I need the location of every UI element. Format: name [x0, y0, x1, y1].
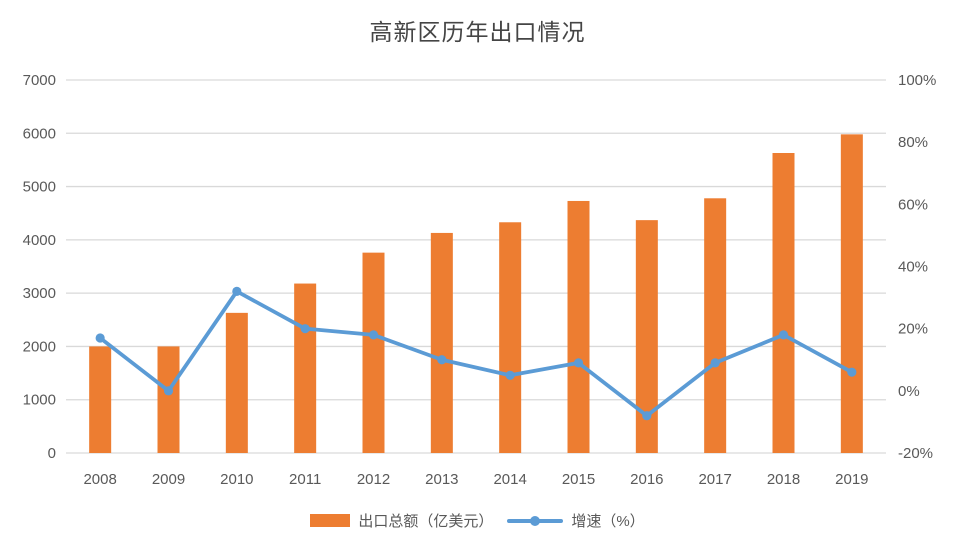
legend-item-growth-rate: 增速（%）: [507, 510, 645, 531]
growth-marker-2011: [300, 324, 310, 334]
x-axis-label-2011: 2011: [289, 471, 321, 488]
left-axis-label-7000: 7000: [23, 72, 56, 89]
x-axis-label-2018: 2018: [767, 471, 800, 488]
legend-label-export-total: 出口总额（亿美元）: [358, 513, 494, 530]
growth-marker-2013: [437, 355, 447, 365]
left-axis-label-1000: 1000: [23, 392, 56, 409]
x-axis-label-2014: 2014: [493, 471, 526, 488]
x-axis-label-2012: 2012: [357, 471, 390, 488]
right-axis-label-80%: 80%: [898, 134, 928, 151]
x-axis-label-2015: 2015: [562, 471, 595, 488]
growth-marker-2018: [778, 330, 789, 340]
right-axis-label-60%: 60%: [898, 196, 928, 213]
export-bar-2016: [635, 220, 658, 453]
left-axis-label-4000: 4000: [23, 232, 56, 249]
x-axis-label-2009: 2009: [152, 471, 185, 488]
export-bar-2017: [704, 198, 727, 453]
growth-marker-2014: [505, 370, 515, 380]
bar-series-swatch-icon: [310, 514, 351, 527]
export-bar-2018: [772, 153, 795, 453]
chart-title: 高新区历年出口情况: [369, 19, 586, 45]
x-axis-label-2010: 2010: [220, 471, 253, 488]
growth-marker-2008: [95, 333, 105, 343]
export-bar-2015: [567, 200, 590, 453]
line-swatch-marker: [530, 515, 541, 526]
growth-marker-2015: [573, 358, 584, 368]
left-axis-label-3000: 3000: [23, 285, 56, 302]
growth-marker-2017: [710, 358, 720, 368]
growth-marker-2009: [163, 386, 174, 396]
left-axis-label-2000: 2000: [23, 338, 56, 355]
export-bar-2014: [499, 222, 522, 453]
export-bar-2009: [157, 346, 180, 453]
x-axis-label-2016: 2016: [630, 471, 663, 488]
right-axis-label-40%: 40%: [898, 259, 928, 276]
growth-marker-2012: [368, 330, 379, 340]
x-axis-label-2008: 2008: [83, 471, 116, 488]
right-axis-label--20%: -20%: [898, 445, 933, 462]
line-series-swatch-icon: [507, 515, 564, 526]
export-bar-2013: [430, 232, 453, 453]
left-axis-label-6000: 6000: [23, 125, 56, 142]
right-axis-label-0%: 0%: [898, 383, 920, 400]
growth-marker-2019: [847, 367, 857, 377]
growth-marker-2010: [232, 286, 242, 296]
x-axis-label-2017: 2017: [698, 471, 731, 488]
legend-label-growth-rate: 增速（%）: [571, 513, 645, 530]
left-axis-label-0: 0: [48, 445, 56, 462]
right-axis-label-100%: 100%: [898, 72, 936, 89]
export-bar-2008: [89, 346, 112, 453]
export-bar-2019: [840, 134, 863, 453]
x-axis-label-2013: 2013: [425, 471, 458, 488]
right-axis-label-20%: 20%: [898, 321, 928, 338]
export-bar-2010: [225, 312, 248, 453]
chart-legend: 出口总额（亿美元） 增速（%）: [0, 510, 955, 531]
export-bar-2011: [294, 283, 317, 453]
export-bar-2012: [362, 252, 385, 453]
growth-marker-2016: [642, 411, 652, 421]
legend-item-export-total: 出口总额（亿美元）: [310, 510, 493, 531]
left-axis-label-5000: 5000: [23, 179, 56, 196]
growth-line: [98, 289, 854, 418]
x-axis-label-2019: 2019: [835, 471, 868, 488]
